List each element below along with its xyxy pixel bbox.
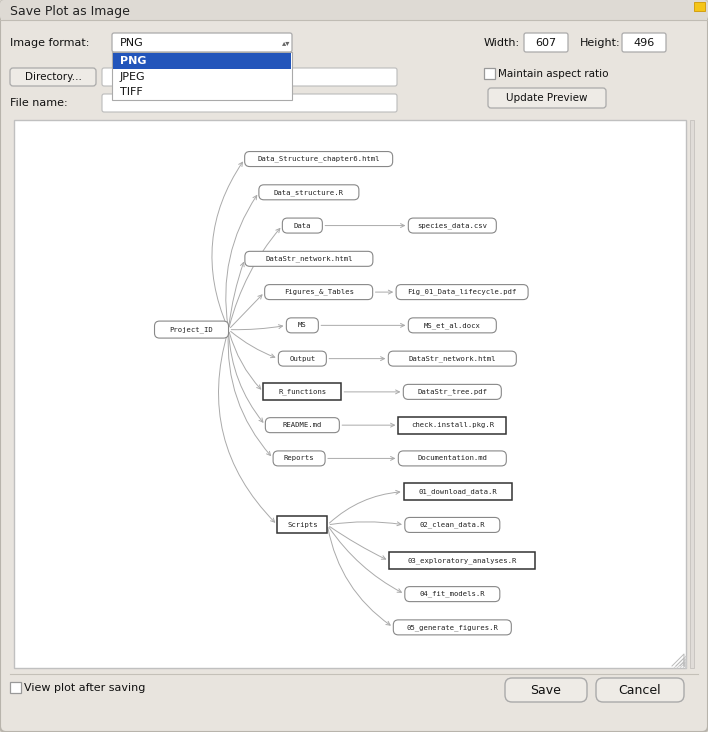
- Bar: [404, 483, 512, 500]
- Text: Output: Output: [290, 356, 316, 362]
- Text: Data_structure.R: Data_structure.R: [274, 189, 344, 195]
- Text: DataStr_network.html: DataStr_network.html: [265, 255, 353, 262]
- FancyBboxPatch shape: [0, 0, 708, 20]
- Text: PNG: PNG: [120, 56, 147, 66]
- FancyBboxPatch shape: [405, 518, 500, 532]
- Text: Reports: Reports: [284, 455, 314, 461]
- Text: README.md: README.md: [282, 422, 322, 428]
- FancyBboxPatch shape: [10, 68, 96, 86]
- FancyBboxPatch shape: [524, 33, 568, 52]
- Text: 03_exploratory_analyses.R: 03_exploratory_analyses.R: [407, 558, 517, 564]
- Text: TIFF: TIFF: [120, 87, 143, 97]
- FancyBboxPatch shape: [505, 678, 587, 702]
- Text: Figures_&_Tables: Figures_&_Tables: [284, 289, 354, 296]
- Text: MS: MS: [298, 322, 307, 329]
- FancyBboxPatch shape: [102, 68, 397, 86]
- FancyBboxPatch shape: [286, 318, 319, 333]
- Text: Maintain aspect ratio: Maintain aspect ratio: [498, 69, 608, 79]
- Bar: [112, 52, 292, 100]
- Text: species_data.csv: species_data.csv: [417, 223, 487, 229]
- FancyBboxPatch shape: [399, 451, 506, 466]
- Bar: [389, 553, 535, 569]
- Text: Height:: Height:: [580, 38, 621, 48]
- FancyBboxPatch shape: [245, 152, 393, 167]
- Text: JPEG: JPEG: [120, 72, 146, 82]
- FancyBboxPatch shape: [404, 384, 501, 400]
- Text: View plot after saving: View plot after saving: [24, 683, 145, 693]
- FancyBboxPatch shape: [596, 678, 684, 702]
- Text: Fig_01_Data_lifecycle.pdf: Fig_01_Data_lifecycle.pdf: [407, 289, 517, 296]
- Text: Scripts: Scripts: [287, 522, 318, 528]
- FancyBboxPatch shape: [396, 285, 528, 299]
- FancyBboxPatch shape: [266, 418, 339, 433]
- FancyBboxPatch shape: [388, 351, 516, 366]
- FancyBboxPatch shape: [488, 88, 606, 108]
- FancyBboxPatch shape: [394, 620, 511, 635]
- Bar: [484, 68, 495, 79]
- Bar: [10, 682, 21, 693]
- FancyBboxPatch shape: [245, 251, 373, 266]
- Bar: [694, 2, 705, 11]
- Text: 496: 496: [634, 38, 655, 48]
- Text: Data_Structure_chapter6.html: Data_Structure_chapter6.html: [258, 156, 380, 163]
- Text: Save Plot as Image: Save Plot as Image: [10, 4, 130, 18]
- Text: Image format:: Image format:: [10, 38, 89, 48]
- FancyBboxPatch shape: [282, 218, 322, 233]
- Text: File name:: File name:: [10, 98, 68, 108]
- Text: 05_generate_figures.R: 05_generate_figures.R: [406, 624, 498, 631]
- Bar: [278, 517, 327, 534]
- Text: 607: 607: [535, 38, 556, 48]
- FancyBboxPatch shape: [405, 586, 500, 602]
- Text: ▴▾: ▴▾: [282, 39, 290, 48]
- FancyBboxPatch shape: [102, 94, 397, 112]
- Text: DataStr_tree.pdf: DataStr_tree.pdf: [417, 389, 487, 395]
- Text: Documentation.md: Documentation.md: [417, 455, 487, 461]
- FancyBboxPatch shape: [154, 321, 229, 338]
- Text: check.install.pkg.R: check.install.pkg.R: [411, 422, 494, 428]
- Text: Project_ID: Project_ID: [170, 326, 213, 333]
- Bar: [399, 417, 506, 433]
- FancyBboxPatch shape: [622, 33, 666, 52]
- FancyBboxPatch shape: [259, 184, 359, 200]
- FancyBboxPatch shape: [273, 451, 325, 466]
- Text: Save: Save: [530, 684, 561, 697]
- Text: Data: Data: [294, 223, 311, 228]
- FancyBboxPatch shape: [265, 285, 372, 299]
- Text: 02_clean_data.R: 02_clean_data.R: [420, 522, 485, 529]
- Text: Directory...: Directory...: [25, 72, 81, 82]
- Text: PNG: PNG: [120, 38, 144, 48]
- Text: Update Preview: Update Preview: [506, 93, 588, 103]
- Text: 04_fit_models.R: 04_fit_models.R: [420, 591, 485, 597]
- Bar: [263, 384, 341, 400]
- Bar: [113, 53, 291, 69]
- Text: DataStr_network.html: DataStr_network.html: [409, 355, 496, 362]
- FancyBboxPatch shape: [112, 33, 292, 52]
- Bar: [14, 120, 686, 668]
- Text: 01_download_data.R: 01_download_data.R: [418, 488, 497, 495]
- FancyBboxPatch shape: [409, 318, 496, 333]
- Text: Cancel: Cancel: [619, 684, 661, 697]
- Bar: [690, 120, 694, 668]
- Text: MS_et_al.docx: MS_et_al.docx: [424, 322, 481, 329]
- Text: R_functions: R_functions: [278, 389, 326, 395]
- Text: Width:: Width:: [484, 38, 520, 48]
- FancyBboxPatch shape: [409, 218, 496, 233]
- FancyBboxPatch shape: [278, 351, 326, 366]
